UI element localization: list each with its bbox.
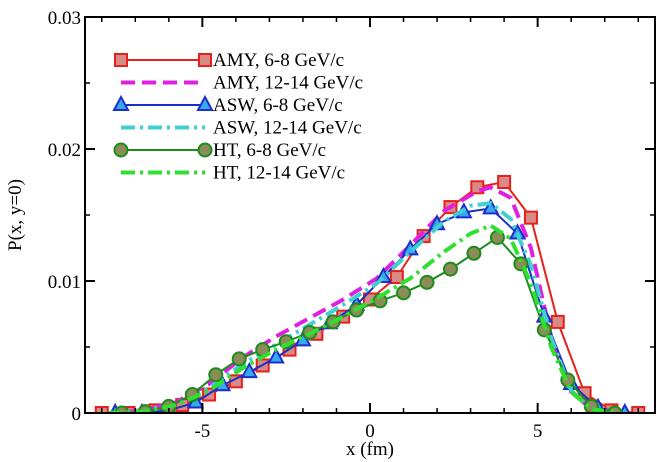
series-ht-12-14-gev-c — [108, 223, 619, 413]
legend-marker — [112, 94, 130, 111]
data-point — [389, 270, 404, 285]
legend-label: ASW, 6-8 GeV/c — [213, 95, 343, 116]
x-tick-label: 0 — [365, 421, 375, 442]
legend-item: HT, 12-14 GeV/c — [121, 163, 345, 184]
legend-marker — [198, 53, 212, 67]
x-axis-label: x (fm) — [346, 439, 394, 460]
x-tick-label: 5 — [533, 421, 543, 442]
series-line — [108, 223, 619, 413]
legend-label: AMY, 6-8 GeV/c — [213, 50, 344, 71]
legend-label: ASW, 12-14 GeV/c — [213, 118, 362, 139]
series-line — [121, 236, 616, 413]
data-point — [497, 175, 512, 189]
series-line — [108, 201, 619, 413]
legend-marker — [114, 53, 128, 67]
legend-marker — [113, 142, 129, 158]
y-tick-label: 0 — [72, 404, 82, 425]
legend-item: ASW, 6-8 GeV/c — [112, 94, 343, 116]
legend-label: AMY, 12-14 GeV/c — [213, 73, 363, 94]
series-line — [115, 207, 625, 413]
legend-item: AMY, 6-8 GeV/c — [114, 50, 344, 71]
x-tick-label: -5 — [194, 421, 210, 442]
y-axis-label: P(x, y=0) — [5, 179, 26, 251]
y-tick-label: 0.02 — [48, 140, 81, 161]
data-point — [482, 198, 500, 215]
y-tick-label: 0.01 — [48, 272, 81, 293]
legend-item: HT, 6-8 GeV/c — [113, 140, 326, 161]
legend-item: ASW, 12-14 GeV/c — [121, 118, 362, 139]
data-point — [419, 274, 435, 290]
y-tick-label: 0.03 — [48, 8, 81, 29]
data-point — [396, 285, 412, 301]
series-layer — [94, 175, 646, 413]
data-point — [550, 314, 565, 329]
series-asw-6-8-gev-c — [109, 198, 631, 413]
legend-marker — [196, 94, 214, 111]
tick-layer: -5 0 5 0 0.01 0.02 0.03 — [48, 8, 655, 442]
legend-marker — [197, 142, 213, 158]
legend-label: HT, 12-14 GeV/c — [213, 163, 345, 184]
data-point — [442, 261, 458, 277]
series-asw-12-14-gev-c — [108, 201, 619, 413]
data-point — [240, 361, 258, 379]
data-point — [523, 210, 538, 225]
legend-label: HT, 6-8 GeV/c — [213, 140, 326, 161]
data-point — [267, 347, 285, 364]
legend-item: AMY, 12-14 GeV/c — [121, 73, 363, 94]
data-point — [231, 351, 247, 367]
data-point — [466, 245, 482, 261]
data-point — [208, 367, 224, 383]
